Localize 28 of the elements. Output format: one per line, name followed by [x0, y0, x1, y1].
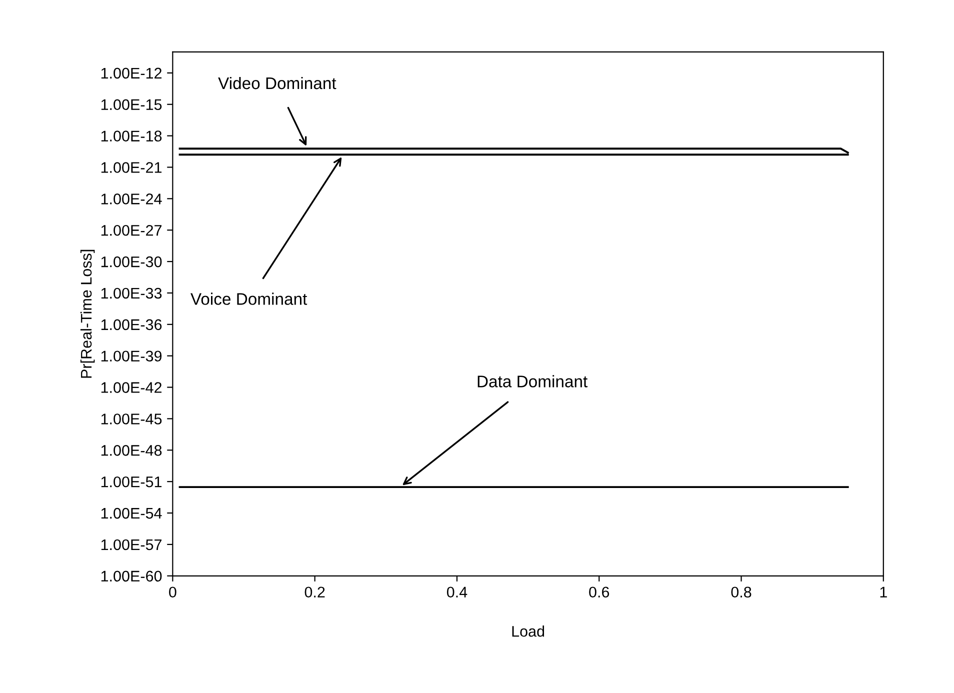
y-tick-label: 1.00E-54	[101, 508, 162, 519]
y-tick-label: 1.00E-30	[101, 256, 162, 268]
y-tick-label: 1.00E-18	[101, 130, 162, 142]
y-tick-label: 1.00E-27	[101, 224, 162, 236]
x-tick-label: 0.6	[589, 586, 610, 598]
annotation: Data Dominant	[478, 375, 588, 388]
x-tick-label: 0.8	[731, 586, 752, 598]
y-axis-title: Pr[Real-Time Loss]	[80, 250, 95, 378]
y-tick-label: 1.00E-33	[101, 288, 162, 299]
y-tick-label: 1.00E-21	[101, 162, 162, 173]
y-tick-label: 1.00E-48	[101, 445, 162, 456]
y-tick-label: 1.00E-57	[101, 539, 162, 550]
y-tick-label: 1.00E-42	[101, 382, 162, 393]
y-tick-label: 1.00E-24	[101, 194, 162, 204]
y-tick-label: 1.00E-39	[101, 350, 162, 362]
x-axis-title: Load	[512, 626, 544, 637]
x-tick-label: 1	[880, 586, 887, 598]
y-tick-label: 1.00E-51	[101, 476, 162, 488]
y-tick-label: 1.00E-45	[101, 414, 162, 424]
y-tick-label: 1.00E-36	[101, 319, 162, 330]
annotation: Video Dominant	[218, 76, 336, 90]
y-tick-label: 1.00E-60	[101, 570, 162, 582]
x-tick-label: 0.2	[304, 586, 325, 598]
x-tick-label: 0	[169, 586, 176, 598]
y-tick-label: 1.00E-12	[101, 68, 162, 79]
x-tick-label: 0.4	[446, 586, 468, 598]
y-tick-label: 1.00E-15	[101, 99, 162, 110]
annotation: Voice Dominant	[190, 292, 308, 305]
